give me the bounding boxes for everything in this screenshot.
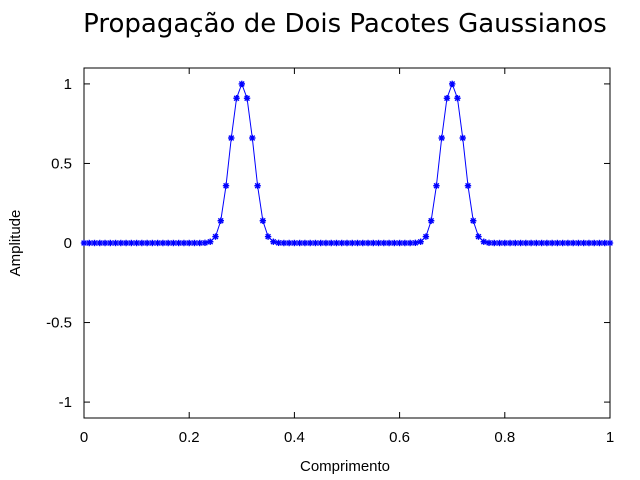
- data-point: [164, 239, 172, 247]
- data-point: [296, 239, 303, 247]
- data-point: [233, 95, 240, 102]
- data-point: [254, 182, 261, 189]
- data-point: [322, 239, 330, 247]
- y-tick-label: 0.5: [51, 155, 72, 172]
- data-point: [412, 239, 419, 247]
- data-point: [228, 134, 235, 142]
- data-point: [186, 239, 193, 247]
- x-tick-label: 0.6: [389, 429, 410, 446]
- data-point: [259, 217, 267, 224]
- data-point: [86, 239, 93, 247]
- y-tick-label: 1: [64, 76, 72, 93]
- data-point: [417, 238, 424, 245]
- data-point: [222, 182, 230, 189]
- y-tick-label: -0.5: [46, 315, 72, 332]
- data-point: [438, 134, 445, 142]
- data-point: [427, 217, 435, 224]
- data-point: [107, 239, 114, 247]
- x-tick-label: 0.8: [494, 429, 515, 446]
- data-point: [606, 239, 614, 247]
- data-point: [301, 239, 309, 247]
- y-tick-label: 0: [64, 235, 72, 252]
- series-line: [84, 82, 610, 244]
- data-point: [454, 95, 461, 102]
- data-point: [512, 239, 519, 247]
- x-tick-label: 0: [80, 429, 88, 446]
- data-point: [459, 134, 466, 142]
- data-point: [522, 239, 530, 247]
- data-point: [480, 238, 487, 245]
- x-tick-label: 1: [606, 429, 614, 446]
- x-tick-label: 0.2: [179, 429, 200, 446]
- y-axis: 1 0.5 0 -0.5 -1: [46, 76, 610, 411]
- data-point: [554, 239, 561, 247]
- data-point: [117, 239, 125, 247]
- data-point: [401, 239, 409, 247]
- data-point: [207, 238, 214, 245]
- x-tick-label: 0.4: [284, 429, 305, 446]
- data-point: [128, 239, 135, 247]
- series-layer: [80, 80, 614, 247]
- data-point: [349, 239, 356, 247]
- data-point: [343, 239, 351, 247]
- y-axis-label: Amplitude: [7, 210, 24, 277]
- data-point: [449, 80, 456, 88]
- data-point: [464, 182, 472, 189]
- data-point: [443, 95, 451, 102]
- data-point: [243, 95, 251, 102]
- data-point: [264, 233, 272, 240]
- data-point: [422, 233, 430, 240]
- data-point: [249, 134, 256, 142]
- data-point: [485, 239, 493, 247]
- y-tick-label: -1: [59, 394, 72, 411]
- data-point: [217, 217, 224, 224]
- data-point: [175, 239, 182, 247]
- x-axis: 0 0.2 0.4 0.6 0.8 1: [80, 68, 614, 446]
- data-point: [569, 239, 577, 247]
- data-point: [506, 239, 514, 247]
- data-point: [575, 239, 582, 247]
- data-point: [201, 239, 209, 247]
- data-point: [475, 233, 482, 240]
- data-point: [533, 239, 540, 247]
- data-point: [196, 239, 203, 247]
- chart-title: Propagação de Dois Pacotes Gaussianos: [83, 9, 607, 39]
- data-point: [433, 182, 440, 189]
- data-point: [270, 238, 277, 245]
- data-point: [470, 217, 477, 224]
- data-point: [80, 239, 88, 247]
- data-point: [212, 233, 219, 240]
- x-axis-label: Comprimento: [300, 458, 390, 475]
- data-point: [238, 80, 245, 88]
